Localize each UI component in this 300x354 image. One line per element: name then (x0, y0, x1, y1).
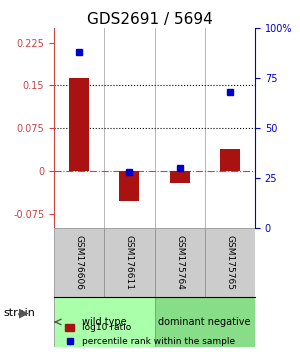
Text: dominant negative: dominant negative (158, 317, 251, 327)
Text: ▶: ▶ (19, 307, 29, 320)
Legend: log10 ratio, percentile rank within the sample: log10 ratio, percentile rank within the … (62, 320, 238, 349)
FancyBboxPatch shape (154, 297, 255, 347)
Text: GSM176611: GSM176611 (125, 235, 134, 290)
Bar (119, 171, 140, 201)
Text: GSM176606: GSM176606 (75, 235, 84, 290)
Bar (169, 171, 190, 183)
FancyBboxPatch shape (54, 297, 154, 347)
FancyBboxPatch shape (205, 228, 255, 297)
Text: GSM175764: GSM175764 (175, 235, 184, 290)
FancyBboxPatch shape (54, 228, 104, 297)
FancyBboxPatch shape (154, 228, 205, 297)
FancyBboxPatch shape (104, 228, 154, 297)
Text: GDS2691 / 5694: GDS2691 / 5694 (87, 12, 213, 27)
Text: GSM175765: GSM175765 (225, 235, 234, 290)
Bar (220, 149, 240, 171)
Bar (69, 78, 89, 171)
Text: wild type: wild type (82, 317, 127, 327)
Text: strain: strain (3, 308, 35, 318)
